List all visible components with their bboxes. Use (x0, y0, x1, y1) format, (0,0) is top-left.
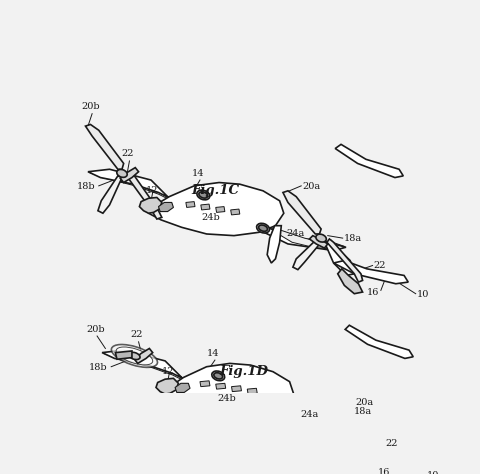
Polygon shape (231, 209, 240, 215)
Polygon shape (90, 171, 172, 201)
Text: 16: 16 (378, 468, 390, 474)
Polygon shape (330, 419, 347, 430)
Text: 20a: 20a (355, 398, 373, 407)
Polygon shape (153, 186, 279, 236)
Polygon shape (273, 226, 334, 249)
Text: 22: 22 (386, 439, 398, 448)
Polygon shape (175, 383, 190, 392)
Polygon shape (139, 198, 162, 213)
Polygon shape (335, 145, 403, 178)
Polygon shape (156, 378, 179, 394)
Polygon shape (186, 201, 195, 208)
Polygon shape (216, 207, 225, 212)
Text: 12: 12 (145, 186, 158, 195)
Text: 20a: 20a (302, 182, 320, 191)
Polygon shape (283, 407, 344, 430)
Polygon shape (200, 381, 210, 387)
Ellipse shape (197, 190, 210, 200)
Polygon shape (267, 226, 281, 263)
Polygon shape (344, 441, 418, 465)
Polygon shape (231, 386, 241, 392)
Polygon shape (134, 348, 153, 364)
Text: 18b: 18b (77, 182, 96, 191)
Text: 18b: 18b (89, 363, 108, 372)
Text: 12: 12 (162, 367, 175, 376)
Polygon shape (325, 241, 354, 275)
Text: Fig.1C: Fig.1C (191, 184, 239, 197)
Ellipse shape (271, 404, 284, 414)
Ellipse shape (111, 345, 157, 367)
Text: 24b: 24b (217, 394, 236, 403)
Polygon shape (335, 421, 364, 456)
Polygon shape (310, 236, 328, 248)
Text: 20b: 20b (86, 325, 105, 334)
Polygon shape (165, 364, 294, 417)
Text: 22: 22 (131, 330, 143, 339)
Text: 14: 14 (192, 169, 204, 178)
Polygon shape (201, 204, 210, 210)
Polygon shape (102, 350, 186, 382)
Polygon shape (277, 407, 291, 444)
Polygon shape (283, 191, 321, 234)
Ellipse shape (273, 406, 282, 412)
Polygon shape (267, 407, 356, 431)
Text: 20b: 20b (81, 102, 100, 111)
Text: 10: 10 (427, 471, 440, 474)
Text: 22: 22 (121, 149, 134, 158)
Polygon shape (345, 325, 413, 358)
Polygon shape (120, 168, 139, 182)
Text: 24a: 24a (300, 410, 319, 419)
Text: 18a: 18a (353, 407, 372, 416)
Polygon shape (327, 239, 362, 282)
Ellipse shape (257, 223, 269, 233)
Polygon shape (259, 226, 344, 249)
Polygon shape (216, 383, 226, 389)
Text: 24b: 24b (202, 213, 220, 222)
Polygon shape (247, 388, 257, 394)
Ellipse shape (199, 192, 208, 198)
Ellipse shape (116, 347, 153, 365)
Ellipse shape (320, 417, 346, 430)
Polygon shape (257, 226, 346, 251)
Polygon shape (148, 182, 284, 236)
Text: Fig.1D: Fig.1D (219, 365, 268, 378)
Polygon shape (115, 351, 132, 359)
Ellipse shape (212, 371, 225, 381)
Ellipse shape (214, 373, 223, 379)
Text: 14: 14 (207, 348, 219, 357)
Polygon shape (348, 450, 372, 474)
Polygon shape (169, 367, 289, 417)
Polygon shape (334, 261, 408, 284)
Polygon shape (158, 202, 173, 211)
Ellipse shape (259, 225, 267, 231)
Text: 16: 16 (367, 288, 379, 297)
Text: 10: 10 (417, 290, 429, 299)
Polygon shape (88, 169, 172, 201)
Ellipse shape (316, 234, 326, 242)
Polygon shape (104, 352, 186, 382)
Polygon shape (98, 176, 122, 213)
Text: 24a: 24a (286, 228, 304, 237)
Text: 18a: 18a (344, 235, 361, 244)
Polygon shape (320, 417, 338, 429)
Polygon shape (85, 125, 124, 169)
Polygon shape (128, 174, 162, 219)
Polygon shape (269, 407, 354, 430)
Text: 22: 22 (373, 261, 386, 270)
Ellipse shape (328, 420, 338, 428)
Ellipse shape (316, 415, 349, 433)
Polygon shape (293, 241, 321, 270)
Polygon shape (338, 269, 362, 294)
Ellipse shape (117, 169, 127, 177)
Ellipse shape (129, 352, 140, 360)
